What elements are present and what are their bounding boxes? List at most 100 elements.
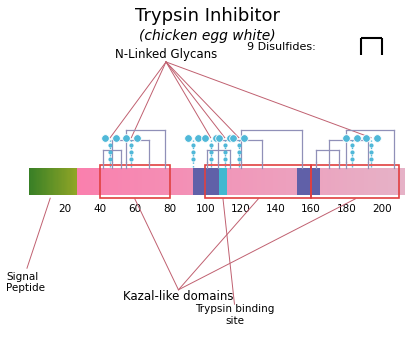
Bar [302,168,307,195]
Bar [30,168,32,195]
Bar [154,168,159,195]
Text: 60: 60 [128,204,142,214]
Bar [48,168,50,195]
Bar [44,168,46,195]
Text: 80: 80 [164,204,177,214]
Bar [159,168,164,195]
Bar [29,168,31,195]
Bar [273,168,278,195]
Text: Signal
Peptide: Signal Peptide [6,272,45,293]
Bar [167,168,172,195]
Bar [322,168,327,195]
Bar [224,168,229,195]
Text: Kazal-like domains: Kazal-like domains [123,290,234,303]
Bar [269,168,274,195]
Bar [355,168,360,195]
Bar [146,168,151,195]
Bar [232,168,237,195]
Bar [68,168,70,195]
Bar [204,168,209,195]
Bar [58,168,59,195]
Bar [74,168,76,195]
Text: 40: 40 [93,204,106,214]
Bar [290,168,295,195]
Bar [193,168,220,195]
Bar [110,168,115,195]
Bar [97,168,102,195]
Bar [310,168,315,195]
Bar [40,168,42,195]
Bar [85,168,90,195]
Bar [62,168,64,195]
Bar [60,168,61,195]
Bar [237,168,242,195]
Bar [138,168,143,195]
Bar [331,168,336,195]
Bar [76,168,77,195]
Bar [372,168,377,195]
Bar [294,168,299,195]
Bar [41,168,43,195]
Bar [228,168,233,195]
Bar [257,168,262,195]
Bar [46,168,47,195]
Bar [179,168,184,195]
Bar [70,168,71,195]
Text: 140: 140 [266,204,286,214]
Bar [278,168,283,195]
Bar [42,168,44,195]
Bar [126,168,131,195]
Bar [71,168,72,195]
Bar [81,168,85,195]
Bar [253,168,258,195]
Text: 20: 20 [58,204,71,214]
Text: 180: 180 [337,204,356,214]
Bar [298,168,303,195]
Bar [59,168,61,195]
Bar [49,168,51,195]
Bar [100,166,170,198]
Bar [89,168,94,195]
Bar [347,168,352,195]
Bar [261,168,266,195]
Bar [171,168,176,195]
Text: N-Linked Glycans: N-Linked Glycans [115,48,217,61]
Bar [66,168,68,195]
Bar [286,168,290,195]
Bar [282,168,287,195]
Bar [77,168,82,195]
Bar [380,168,385,195]
Bar [191,168,196,195]
Bar [212,168,217,195]
Bar [53,168,54,195]
Bar [37,168,39,195]
Bar [368,168,373,195]
Bar [265,168,270,195]
Bar [61,168,63,195]
Bar [388,168,393,195]
Bar [134,168,139,195]
Bar [142,168,147,195]
Bar [183,168,188,195]
Text: 200: 200 [372,204,391,214]
Bar [36,168,38,195]
Bar [200,168,205,195]
Bar [216,168,221,195]
Bar [93,168,98,195]
Bar [101,168,106,195]
Bar [51,168,53,195]
Bar [220,168,227,195]
Bar [306,168,311,195]
Bar [205,166,311,198]
Bar [208,168,213,195]
Bar [297,168,320,195]
Bar [400,168,405,195]
Bar [130,168,135,195]
Bar [118,168,122,195]
Bar [311,166,399,198]
Bar [384,168,389,195]
Text: Trypsin Inhibitor: Trypsin Inhibitor [135,7,280,25]
Bar [73,168,75,195]
Text: 9 Disulfides:: 9 Disulfides: [247,42,316,52]
Bar [241,168,246,195]
